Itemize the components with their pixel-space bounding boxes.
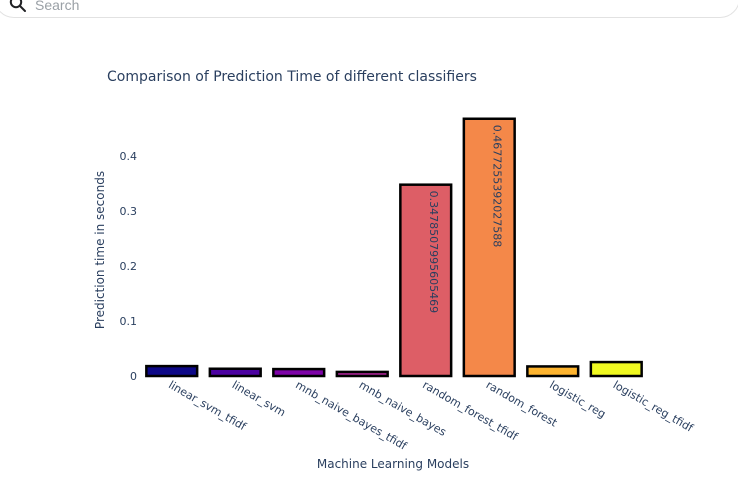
- data-label: 0.4677255392027588: [490, 125, 503, 247]
- y-tick-label: 0.2: [120, 260, 138, 273]
- x-tick-label: linear_svm: [230, 378, 288, 419]
- bar-linear-svm-tfidf[interactable]: [145, 364, 199, 378]
- search-placeholder: Search: [35, 0, 80, 13]
- y-tick-label: 0.3: [120, 205, 138, 218]
- bar-logistic-reg[interactable]: [526, 365, 580, 378]
- data-label: 0.3478507995605469: [427, 191, 440, 313]
- y-axis-title: Prediction time in seconds: [93, 171, 107, 329]
- bar-mnb-naive-bayes[interactable]: [335, 370, 389, 378]
- x-axis-title: Machine Learning Models: [317, 457, 469, 471]
- bar-random-forest[interactable]: [462, 117, 516, 378]
- x-tick-label: logistic_reg: [547, 378, 608, 421]
- y-tick-label: 0.1: [120, 315, 138, 328]
- search-icon: [9, 0, 26, 12]
- bars: [145, 117, 643, 378]
- y-axis-ticks: 0 0.1 0.2 0.3 0.4: [120, 150, 138, 383]
- x-tick-label: mnb_naive_bayes_tfidf: [293, 378, 410, 453]
- bar-random-forest-tfidf[interactable]: [399, 183, 453, 378]
- bar-mnb-naive-bayes-tfidf[interactable]: [272, 367, 326, 378]
- data-labels: 0.3478507995605469 0.4677255392027588: [427, 125, 504, 313]
- y-tick-label: 0.4: [120, 150, 138, 163]
- chart-title: Comparison of Prediction Time of differe…: [107, 69, 477, 85]
- y-tick-label: 0: [130, 370, 137, 383]
- bar-logistic-reg-tfidf[interactable]: [589, 360, 643, 378]
- bar-linear-svm[interactable]: [208, 367, 262, 378]
- x-tick-label: logistic_reg_tfidf: [611, 378, 697, 435]
- search-bar[interactable]: Search: [0, 0, 738, 18]
